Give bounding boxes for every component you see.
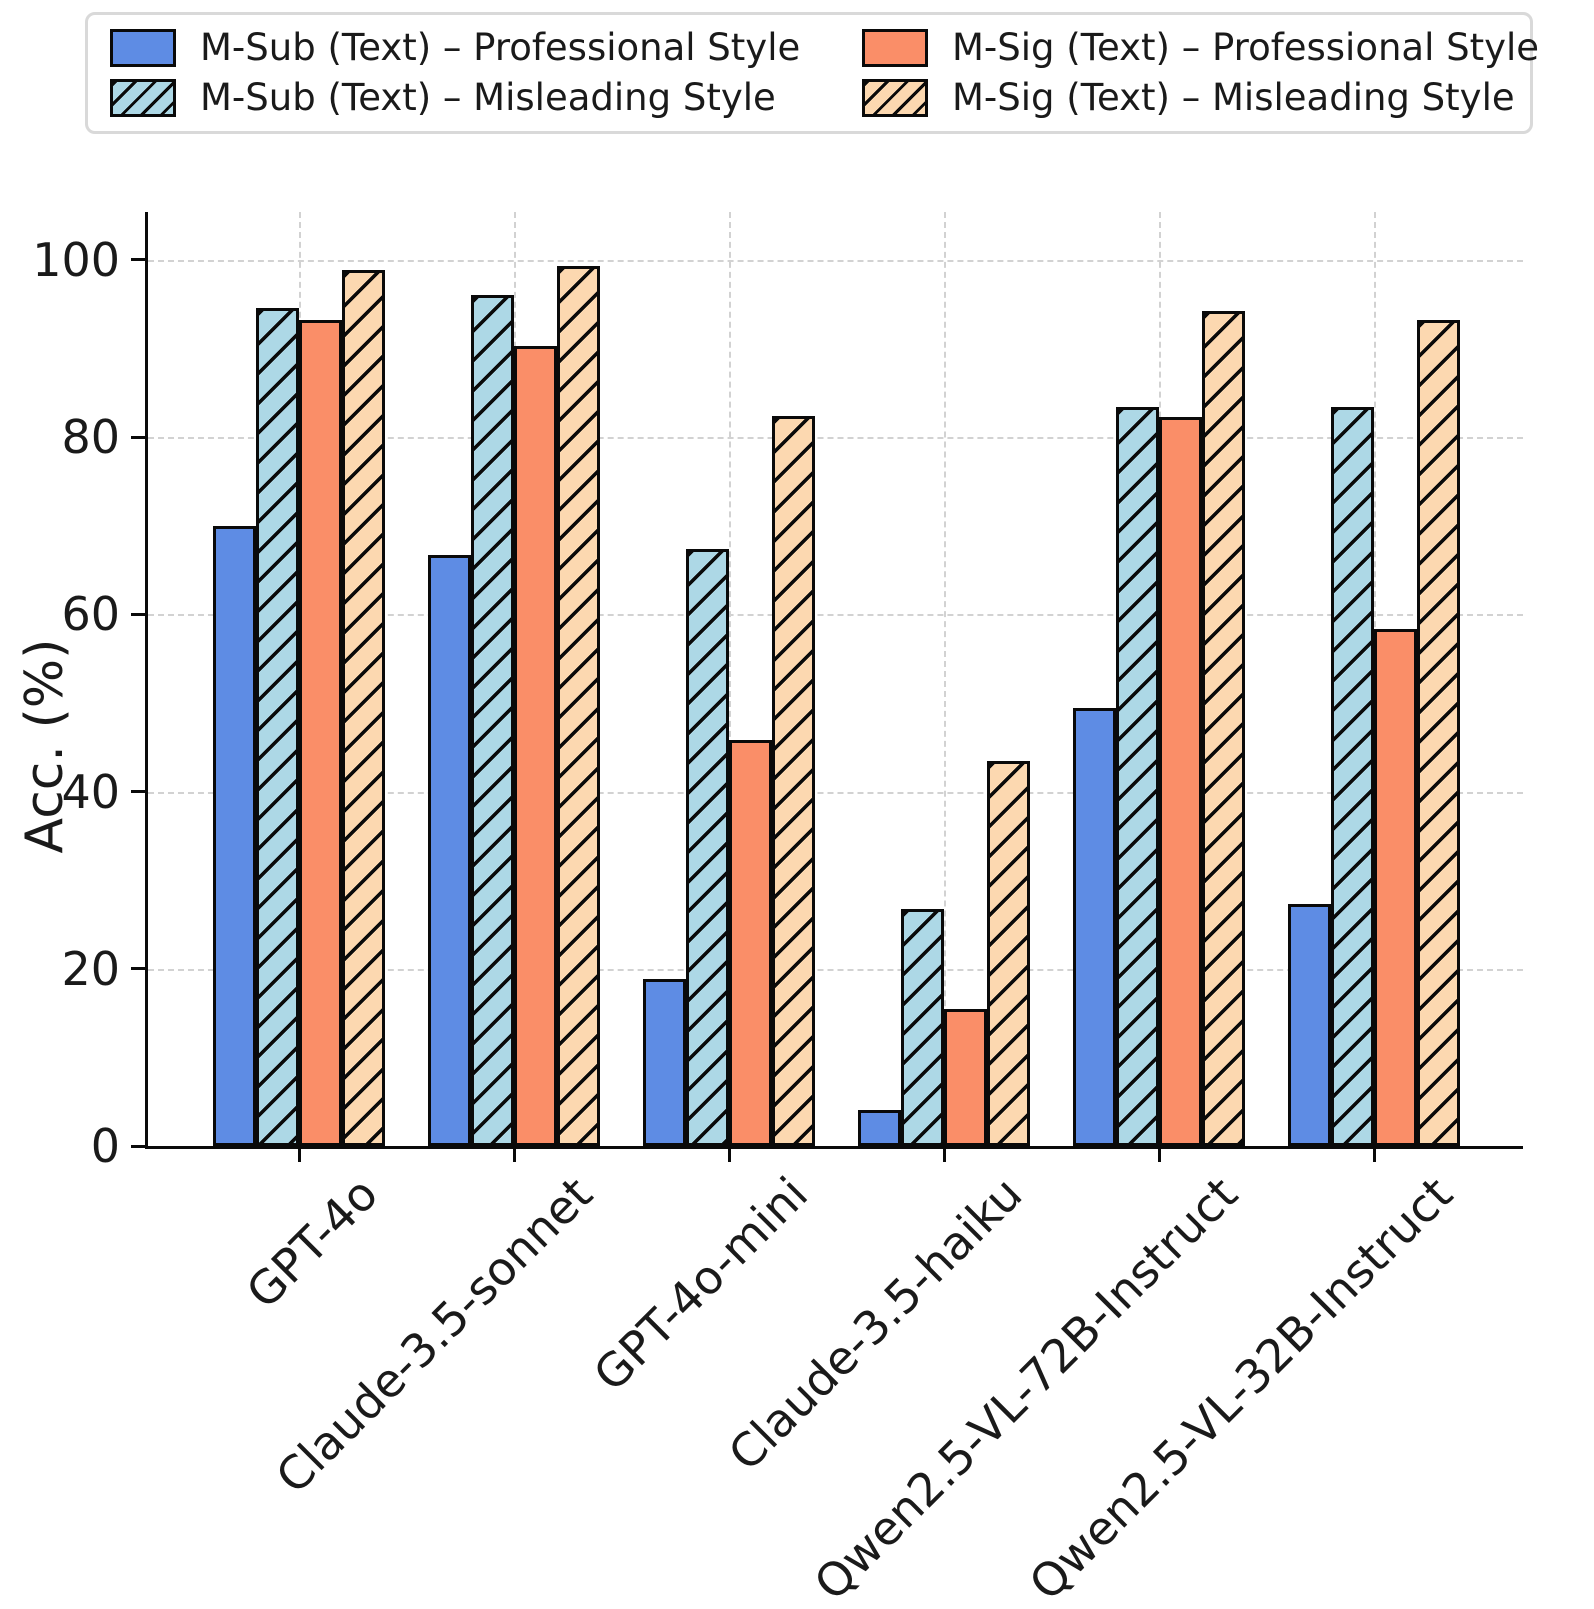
bar-Qwen2.5-VL-32B-Instruct-series-3 (1417, 320, 1460, 1146)
y-tick-mark (131, 967, 145, 971)
bar-GPT-4o-mini-series-1 (686, 548, 729, 1146)
bar-GPT-4o-series-3 (342, 269, 385, 1146)
bar-Qwen2.5-VL-72B-Instruct-series-0 (1073, 708, 1116, 1146)
bar-Claude-3.5-sonnet-series-1 (471, 295, 514, 1146)
legend-swatch-icon (110, 79, 176, 117)
bar-GPT-4o-mini-series-0 (643, 979, 686, 1146)
x-tick-mark (1157, 1149, 1161, 1162)
x-tick-mark (942, 1149, 946, 1162)
x-tick-label: Qwen2.5-VL-72B-Instruct (803, 1166, 1248, 1609)
x-tick-mark (297, 1149, 301, 1162)
x-tick-mark (727, 1149, 731, 1162)
bar-GPT-4o-mini-series-2 (729, 740, 772, 1146)
y-tick-label: 40 (61, 764, 120, 819)
y-gridline (148, 259, 1523, 262)
y-tick-label: 60 (61, 587, 120, 642)
y-tick-mark (131, 1144, 145, 1148)
legend-item: M-Sig (Text) – Misleading Style (862, 75, 1539, 119)
bar-Claude-3.5-haiku-series-0 (858, 1109, 901, 1146)
legend-label: M-Sub (Text) – Misleading Style (200, 75, 776, 119)
legend-item: M-Sub (Text) – Professional Style (110, 25, 862, 69)
bar-Claude-3.5-haiku-series-2 (944, 1008, 987, 1146)
bar-GPT-4o-mini-series-3 (772, 415, 815, 1146)
y-tick-mark (131, 435, 145, 439)
bar-Qwen2.5-VL-72B-Instruct-series-3 (1202, 311, 1245, 1146)
x-tick-label: GPT-4o (235, 1166, 388, 1319)
y-axis-label: Acc. (%) (15, 638, 75, 854)
y-tick-label: 80 (61, 410, 120, 465)
bar-Qwen2.5-VL-32B-Instruct-series-2 (1374, 628, 1417, 1146)
y-gridline (148, 968, 1523, 971)
y-tick-label: 20 (61, 941, 120, 996)
x-gridline (944, 212, 946, 1146)
legend-label: M-Sig (Text) – Professional Style (952, 25, 1540, 69)
x-gridline (729, 212, 731, 1146)
y-gridline (148, 614, 1523, 617)
plot-area (131, 212, 1523, 1162)
y-tick-mark (131, 612, 145, 616)
legend-swatch-icon (862, 79, 928, 117)
y-tick-label: 100 (32, 232, 120, 287)
legend-label: M-Sig (Text) – Misleading Style (952, 75, 1515, 119)
bar-Claude-3.5-sonnet-series-0 (428, 554, 471, 1146)
bar-Claude-3.5-sonnet-series-3 (557, 266, 600, 1146)
bar-Qwen2.5-VL-72B-Instruct-series-1 (1116, 406, 1159, 1146)
bar-Qwen2.5-VL-32B-Instruct-series-1 (1331, 406, 1374, 1146)
legend-swatch-icon (862, 29, 928, 67)
y-tick-label: 0 (90, 1119, 120, 1173)
legend-item: M-Sig (Text) – Professional Style (862, 25, 1540, 69)
y-tick-mark (131, 258, 145, 262)
x-tick-mark (1372, 1149, 1376, 1162)
legend-swatch-icon (110, 29, 176, 67)
bar-Qwen2.5-VL-72B-Instruct-series-2 (1159, 416, 1202, 1146)
bar-GPT-4o-series-0 (213, 525, 256, 1146)
x-tick-label: GPT-4o-mini (582, 1166, 818, 1402)
x-tick-label: Qwen2.5-VL-32B-Instruct (1018, 1166, 1463, 1609)
bar-Claude-3.5-sonnet-series-2 (514, 345, 557, 1146)
bar-Qwen2.5-VL-32B-Instruct-series-0 (1288, 904, 1331, 1146)
bar-GPT-4o-series-2 (299, 320, 342, 1146)
y-tick-mark (131, 790, 145, 794)
bar-Claude-3.5-haiku-series-3 (987, 761, 1030, 1146)
legend-item: M-Sub (Text) – Misleading Style (110, 75, 862, 119)
y-gridline (148, 791, 1523, 794)
legend: M-Sub (Text) – Professional Style M-Sig (… (85, 12, 1539, 134)
bar-GPT-4o-series-1 (256, 307, 299, 1146)
y-gridline (148, 437, 1523, 440)
legend-label: M-Sub (Text) – Professional Style (200, 25, 801, 69)
x-tick-mark (512, 1149, 516, 1162)
bar-Claude-3.5-haiku-series-1 (901, 908, 944, 1146)
